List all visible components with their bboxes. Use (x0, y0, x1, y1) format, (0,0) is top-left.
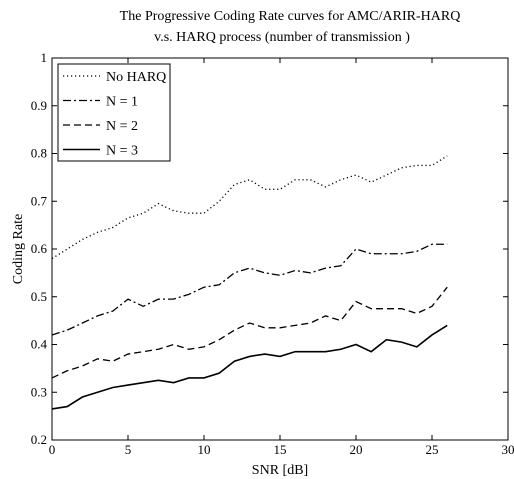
legend-box (57, 63, 171, 162)
x-tick-label: 0 (49, 442, 56, 457)
y-tick-label: 1 (41, 50, 48, 65)
x-axis-label: SNR [dB] (252, 463, 308, 478)
legend-label: N = 2 (106, 119, 138, 134)
legend-label: No HARQ (106, 70, 166, 85)
y-tick-label: 0.5 (31, 289, 47, 304)
x-tick-label: 30 (502, 442, 514, 457)
x-tick-label: 15 (274, 442, 287, 457)
y-tick-label: 0.2 (31, 432, 47, 447)
y-axis-label: Coding Rate (11, 214, 26, 284)
y-tick-label: 0.7 (31, 193, 48, 208)
y-tick-label: 0.3 (31, 384, 47, 399)
x-tick-label: 10 (198, 442, 211, 457)
chart-title: The Progressive Coding Rate curves for A… (120, 9, 461, 24)
x-tick-label: 5 (125, 442, 132, 457)
series-line (51, 243, 448, 336)
x-tick-label: 25 (426, 442, 439, 457)
y-tick-label: 0.6 (31, 241, 48, 256)
series-line (51, 155, 448, 260)
legend-label: N = 3 (106, 144, 138, 159)
x-tick-label: 20 (350, 442, 363, 457)
legend-label: N = 1 (106, 95, 138, 110)
y-tick-label: 0.8 (31, 146, 47, 161)
y-tick-label: 0.4 (31, 337, 48, 352)
series-line (51, 286, 448, 379)
series-line (51, 324, 448, 410)
y-tick-label: 0.9 (31, 98, 47, 113)
chart-title: v.s. HARQ process (number of transmissio… (154, 30, 410, 45)
